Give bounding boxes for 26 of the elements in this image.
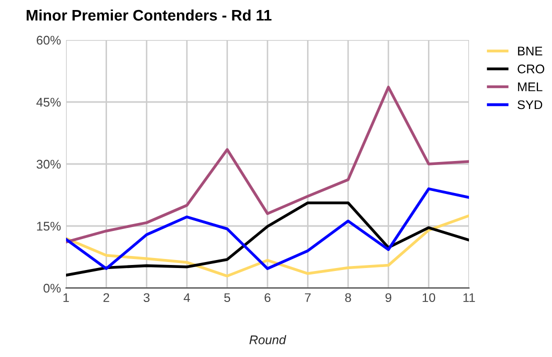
x-axis-title: Round xyxy=(249,335,286,344)
y-tick-label: 45% xyxy=(36,98,61,107)
x-tick-label: 5 xyxy=(224,293,230,302)
x-tick-label: 2 xyxy=(103,293,110,302)
y-tick-label: 30% xyxy=(36,160,61,169)
x-tick-label: 6 xyxy=(264,293,270,302)
chart-title: Minor Premier Contenders - Rd 11 xyxy=(26,9,272,21)
line-series xyxy=(66,187,469,270)
x-tick-label: 7 xyxy=(304,293,311,302)
x-tick-label: 4 xyxy=(184,293,190,302)
x-tick-label: 10 xyxy=(422,293,436,302)
x-tick-label: 9 xyxy=(386,293,392,302)
legend-label: MEL xyxy=(518,82,542,92)
legend-label: CRO xyxy=(518,64,544,74)
line-series xyxy=(66,86,469,244)
x-tick-label: 11 xyxy=(463,293,475,302)
legend-label: SYD xyxy=(518,100,542,110)
y-tick-label: 0% xyxy=(44,284,61,293)
y-tick-label: 60% xyxy=(36,36,61,45)
y-tick-label: 15% xyxy=(37,222,61,231)
x-tick-label: 3 xyxy=(144,293,150,302)
line-series xyxy=(66,201,469,277)
x-tick-label: 1 xyxy=(63,293,69,302)
x-tick-label: 8 xyxy=(345,293,352,302)
legend-label: BNE xyxy=(518,46,542,56)
line-series xyxy=(66,214,469,278)
